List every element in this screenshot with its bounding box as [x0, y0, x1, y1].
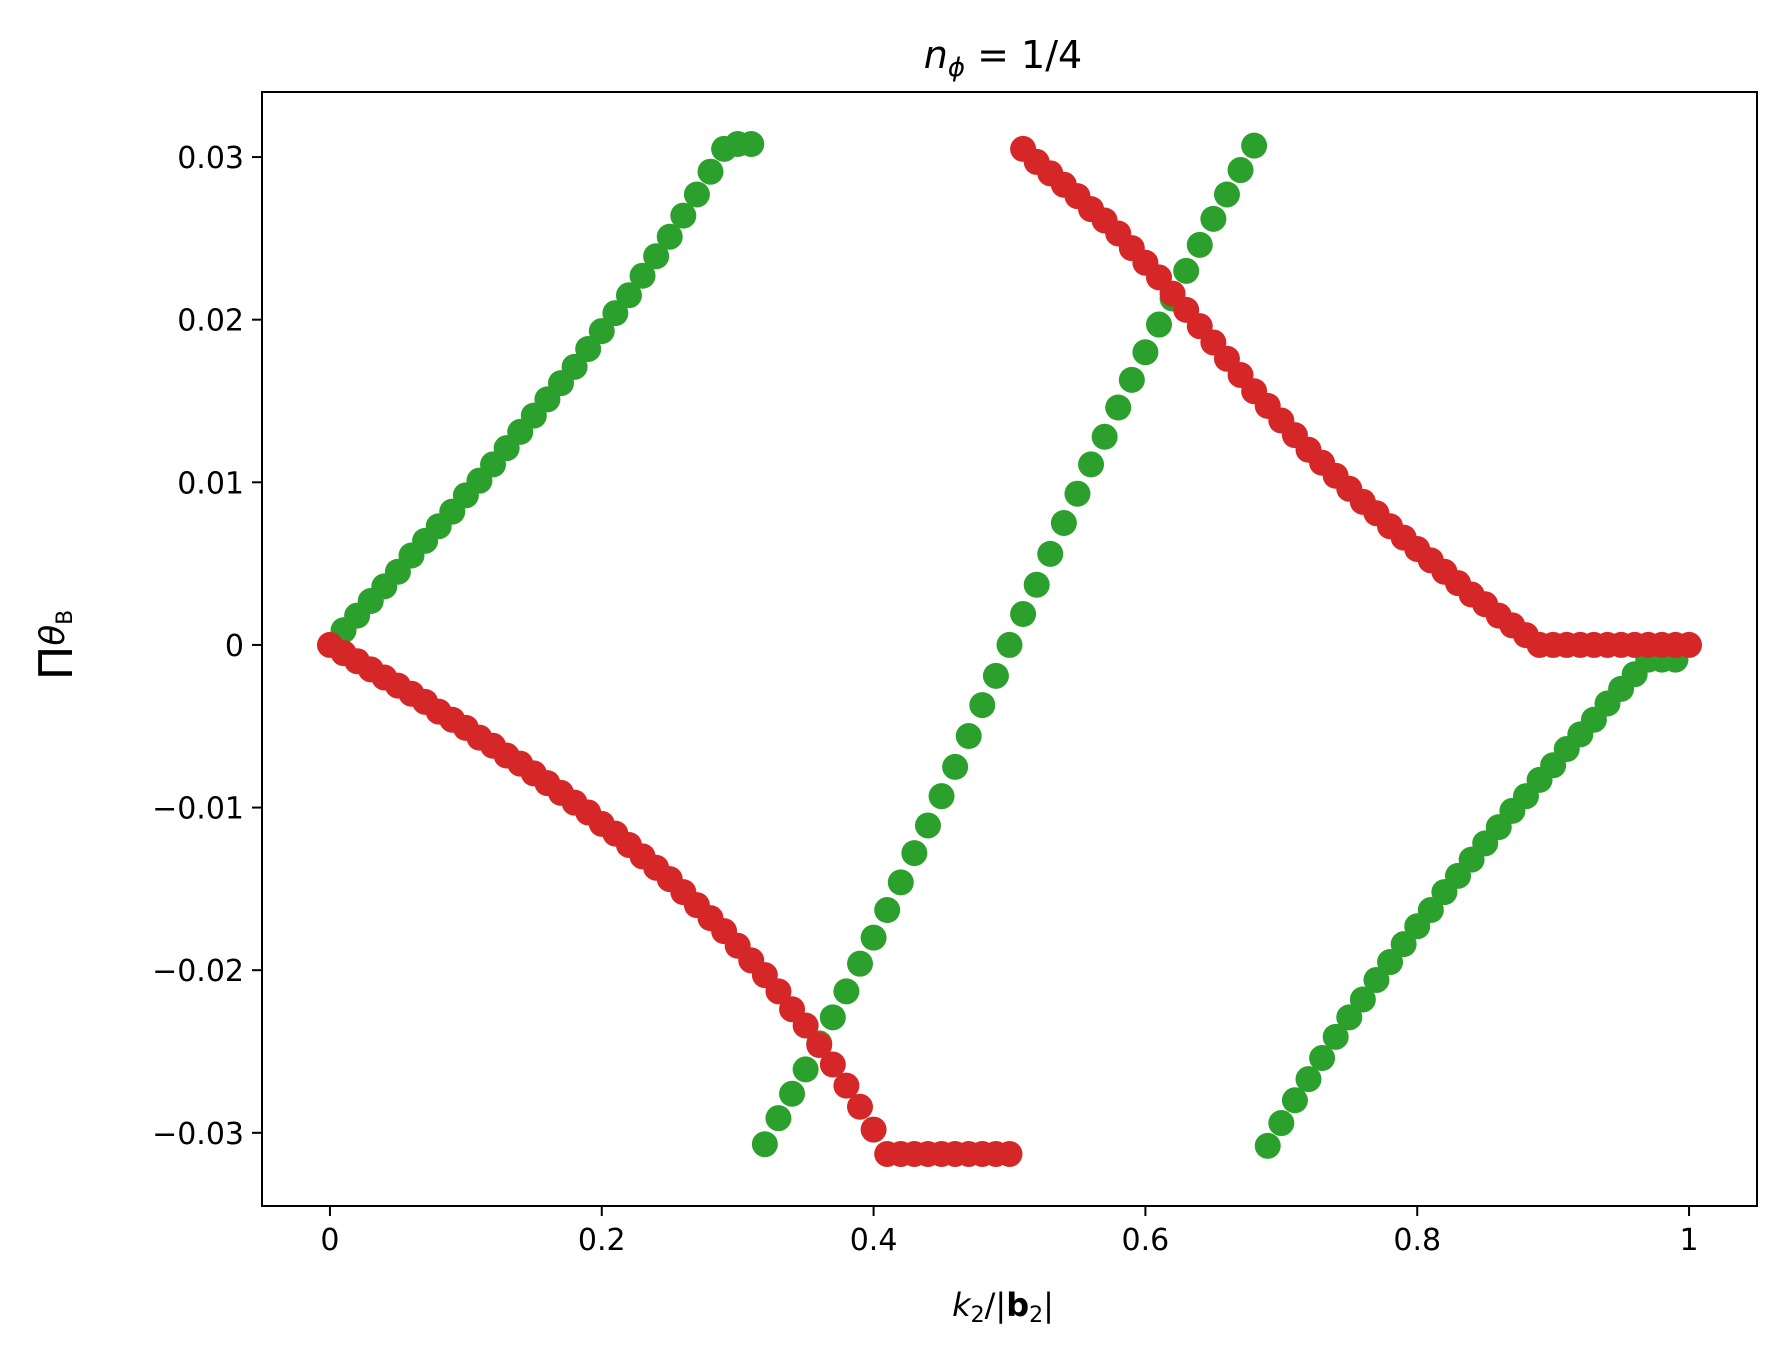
data-point: [928, 783, 955, 810]
data-point: [806, 1031, 833, 1058]
data-point: [588, 318, 615, 345]
data-point: [1064, 480, 1091, 507]
data-point: [1676, 631, 1703, 658]
series-1: [751, 132, 1268, 1158]
data-point: [847, 950, 873, 977]
data-point: [996, 631, 1023, 658]
data-point: [1132, 339, 1159, 366]
data-point: [847, 1093, 873, 1120]
data-point: [629, 262, 656, 289]
data-point: [1227, 157, 1254, 184]
data-point: [1336, 1004, 1363, 1031]
data-point: [643, 243, 670, 270]
data-point: [1281, 1087, 1308, 1114]
x-tick-label: 0: [320, 1223, 339, 1258]
data-point: [1078, 451, 1105, 478]
data-point: [833, 978, 860, 1005]
data-point: [1010, 601, 1037, 628]
data-point: [1268, 1110, 1295, 1137]
data-point: [792, 1056, 819, 1083]
data-point: [765, 1105, 792, 1132]
series-2: [1254, 646, 1689, 1159]
data-point: [914, 812, 941, 839]
data-point: [860, 1116, 887, 1143]
plot-frame: [261, 91, 1758, 1207]
data-point: [1091, 423, 1118, 450]
data-point: [656, 223, 683, 250]
data-point: [942, 753, 969, 780]
data-point: [860, 924, 887, 951]
data-point: [615, 282, 642, 309]
data-point: [982, 662, 1009, 689]
data-point: [1037, 540, 1064, 567]
data-point: [1241, 132, 1268, 159]
x-tick-label: 0.4: [850, 1223, 898, 1258]
data-point: [1349, 986, 1376, 1013]
data-point: [738, 131, 765, 158]
data-point: [765, 978, 792, 1005]
y-tick-label: 0.03: [177, 141, 244, 176]
x-axis-ticks: 0 0.2 0.4 0.6 0.8 1: [320, 1206, 1699, 1258]
data-point: [697, 158, 724, 185]
data-point: [779, 1080, 806, 1107]
data-point: [1417, 897, 1444, 924]
data-point: [561, 353, 588, 380]
x-axis-label: k2/|b2|: [952, 1286, 1054, 1328]
data-point: [1295, 1066, 1322, 1093]
data-point: [874, 897, 901, 924]
data-point: [1363, 966, 1390, 993]
data-point: [683, 181, 710, 208]
data-point: [887, 869, 914, 896]
series-0: [330, 131, 765, 644]
data-point: [969, 692, 996, 719]
data-point: [819, 1004, 846, 1031]
data-point: [751, 1131, 778, 1158]
data-point: [1118, 366, 1145, 393]
y-axis-label: ΠθB: [29, 610, 83, 681]
data-point: [1186, 231, 1213, 258]
data-point: [1173, 257, 1200, 284]
y-tick-label: 0.02: [177, 304, 244, 339]
data-point: [575, 335, 602, 362]
x-tick-label: 0.8: [1393, 1223, 1441, 1258]
data-point: [833, 1072, 860, 1099]
chart-title: nϕ = 1/4: [924, 33, 1082, 83]
x-tick-label: 1: [1679, 1223, 1698, 1258]
x-tick-label: 0.2: [578, 1223, 626, 1258]
series-4: [1010, 135, 1703, 658]
x-tick-label: 0.6: [1122, 1223, 1170, 1258]
y-tick-label: −0.01: [152, 792, 244, 827]
y-tick-label: −0.03: [152, 1117, 244, 1152]
data-point: [901, 840, 928, 867]
data-point: [670, 202, 697, 229]
data-point: [1254, 1132, 1281, 1159]
data-point: [602, 300, 629, 327]
data-point: [996, 1140, 1023, 1167]
data-point: [1023, 571, 1050, 598]
y-tick-label: 0: [225, 629, 244, 664]
data-point: [1377, 949, 1404, 976]
data-point: [1050, 509, 1077, 536]
series-3: [316, 631, 1023, 1167]
data-point: [1200, 205, 1227, 232]
y-tick-label: −0.02: [152, 954, 244, 989]
data-point: [1322, 1023, 1349, 1050]
data-point: [1105, 394, 1132, 421]
data-point: [1390, 931, 1417, 958]
y-tick-label: 0.01: [177, 466, 244, 501]
data-point: [955, 723, 982, 750]
y-axis-ticks: 0.03 0.02 0.01 0 −0.01 −0.02 −0.03: [152, 141, 262, 1152]
data-point: [1213, 181, 1240, 208]
data-points: [316, 131, 1703, 1167]
data-point: [1146, 311, 1172, 338]
data-point: [1309, 1045, 1336, 1072]
data-point: [819, 1051, 846, 1078]
data-point: [792, 1012, 819, 1039]
